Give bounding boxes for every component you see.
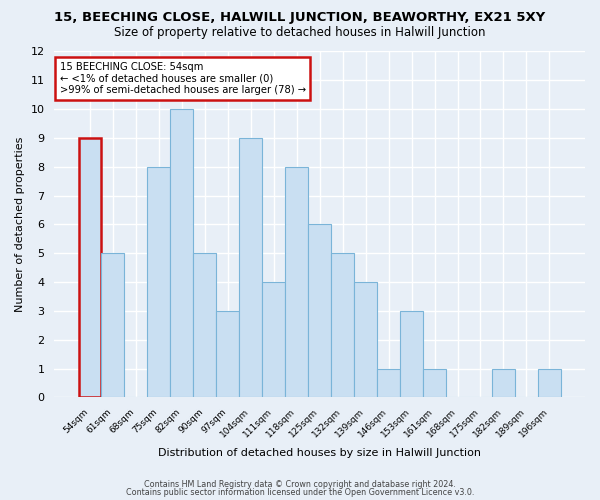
Bar (193, 254, 217, 398)
Text: 15 BEECHING CLOSE: 54sqm
← <1% of detached houses are smaller (0)
>99% of semi-d: 15 BEECHING CLOSE: 54sqm ← <1% of detach… (60, 62, 306, 95)
Bar (331, 254, 354, 398)
Bar (308, 224, 331, 398)
Y-axis label: Number of detached properties: Number of detached properties (15, 136, 25, 312)
Bar (101, 254, 124, 398)
Text: 15, BEECHING CLOSE, HALWILL JUNCTION, BEAWORTHY, EX21 5XY: 15, BEECHING CLOSE, HALWILL JUNCTION, BE… (55, 11, 545, 24)
Bar (423, 368, 446, 398)
Bar (239, 138, 262, 398)
X-axis label: Distribution of detached houses by size in Halwill Junction: Distribution of detached houses by size … (158, 448, 481, 458)
Bar (79, 138, 101, 398)
Text: Size of property relative to detached houses in Halwill Junction: Size of property relative to detached ho… (114, 26, 486, 39)
Bar (354, 282, 377, 398)
Bar (285, 167, 308, 398)
Bar (262, 282, 285, 398)
Bar (170, 109, 193, 398)
Bar (377, 368, 400, 398)
Text: Contains HM Land Registry data © Crown copyright and database right 2024.: Contains HM Land Registry data © Crown c… (144, 480, 456, 489)
Bar (217, 311, 239, 398)
Bar (492, 368, 515, 398)
Text: Contains public sector information licensed under the Open Government Licence v3: Contains public sector information licen… (126, 488, 474, 497)
Bar (538, 368, 561, 398)
Bar (400, 311, 423, 398)
Bar (148, 167, 170, 398)
